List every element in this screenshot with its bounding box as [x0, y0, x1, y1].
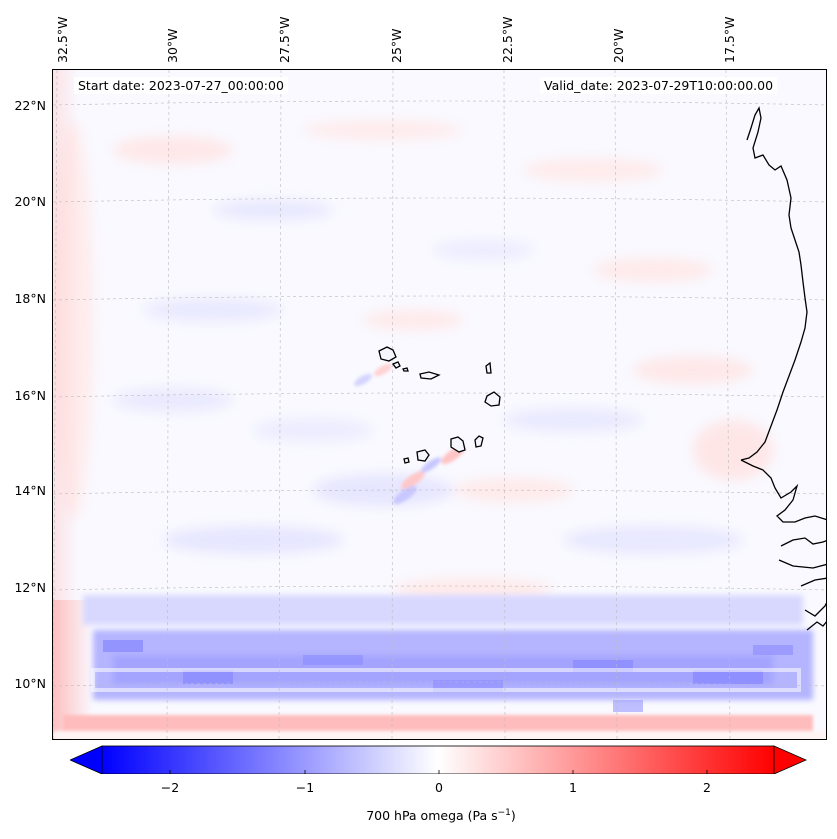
colorbar-label-suffix: ): [510, 808, 516, 824]
colorbar-ticks: [169, 770, 708, 774]
colorbar: [70, 745, 807, 774]
lon-label-17-5w: 17.5°W: [722, 16, 737, 63]
map-panel[interactable]: [52, 69, 827, 740]
colorbar-max-extend: [773, 745, 807, 774]
valid-date-label: Valid_date: 2023-07-29T10:00:00.00: [540, 77, 778, 94]
lat-label-10n: 10°N: [14, 676, 46, 691]
omega-field-map: [53, 70, 826, 739]
start-date-label: Start date: 2023-07-27_00:00:00: [74, 77, 288, 94]
colorbar-tick-neg2: −2: [160, 780, 180, 795]
colorbar-label: 700 hPa omega (Pa s−1): [366, 808, 516, 823]
lon-label-25w: 25°W: [389, 28, 404, 63]
lon-label-30w: 30°W: [165, 28, 180, 63]
colorbar-gradient: [101, 745, 775, 774]
lat-label-16n: 16°N: [14, 388, 46, 403]
lat-label-12n: 12°N: [14, 580, 46, 595]
bottom-red-band: [53, 715, 826, 739]
lon-label-32-5w: 32.5°W: [55, 16, 70, 63]
graticule: [53, 70, 826, 739]
lat-label-18n: 18°N: [14, 291, 46, 306]
lat-label-22n: 22°N: [14, 98, 46, 113]
colorbar-label-prefix: 700 hPa omega (Pa s: [366, 808, 498, 824]
colorbar-tick-2: 2: [703, 780, 711, 795]
colorbar-tick-neg1: −1: [295, 780, 315, 795]
islands: [378, 346, 501, 464]
coastline: [740, 106, 826, 631]
colorbar-min-extend: [70, 745, 103, 774]
colorbar-tick-0: 0: [435, 780, 443, 795]
lon-label-20w: 20°W: [611, 28, 626, 63]
lon-label-27-5w: 27.5°W: [277, 16, 292, 63]
lat-label-14n: 14°N: [14, 483, 46, 498]
lon-label-22-5w: 22.5°W: [500, 16, 515, 63]
colorbar-label-exp: −1: [497, 808, 511, 818]
lat-label-20n: 20°N: [14, 194, 46, 209]
colorbar-tick-1: 1: [569, 780, 577, 795]
